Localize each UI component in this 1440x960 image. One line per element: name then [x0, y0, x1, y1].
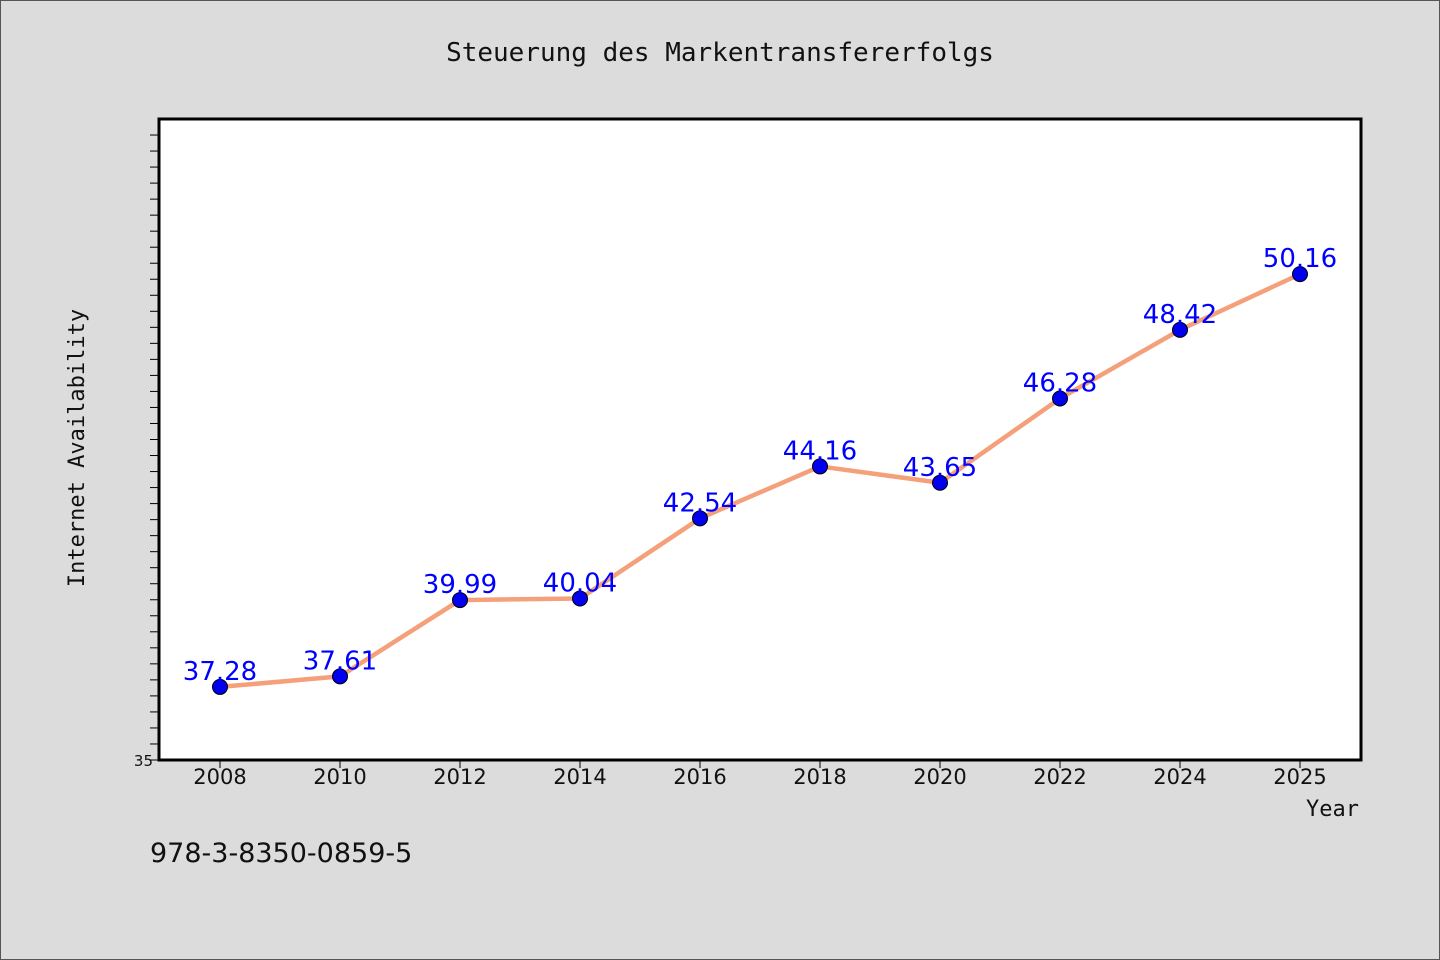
data-label: 48.42 — [1143, 300, 1217, 330]
data-point — [932, 474, 948, 491]
x-tick-label: 2010 — [313, 765, 366, 789]
data-point — [212, 678, 228, 695]
x-axis-ticks: 2008 2010 2012 2014 2016 2018 2020 2022 2024 2025 — [193, 760, 1327, 789]
chart-title: Steuerung des Markentransfererfolgs — [446, 38, 994, 68]
data-point — [812, 458, 828, 475]
x-tick-label: 2012 — [433, 765, 486, 789]
data-label: 37.61 — [303, 646, 377, 676]
data-point — [452, 592, 468, 609]
data-label: 43.65 — [903, 453, 977, 483]
plot-area — [157, 117, 1363, 762]
data-point — [332, 668, 348, 685]
x-tick-label: 2020 — [913, 765, 966, 789]
data-label: 39.99 — [423, 570, 497, 600]
series-line — [217, 271, 1303, 690]
data-point — [1172, 321, 1188, 338]
data-label: 44.16 — [783, 436, 857, 466]
data-point — [1052, 390, 1068, 407]
data-point — [1292, 266, 1308, 283]
x-tick-label: 2014 — [553, 765, 606, 789]
x-tick-label: 2022 — [1033, 765, 1086, 789]
data-label: 37.28 — [183, 657, 257, 687]
x-tick-label: 2018 — [793, 765, 846, 789]
data-point — [572, 590, 588, 607]
y-tick-label: 35 — [134, 752, 153, 770]
data-label: 40.04 — [543, 568, 617, 598]
x-tick-label: 2025 — [1273, 765, 1326, 789]
x-tick-label: 2008 — [193, 765, 246, 789]
y-axis-label: Internet Availability — [65, 309, 90, 587]
series-line-group — [217, 271, 1303, 690]
data-label: 42.54 — [663, 488, 737, 518]
data-labels-group: 37.28 37.61 39.99 40.04 42.54 44.16 43.65 46.28… — [183, 244, 1337, 687]
markers-group — [212, 266, 1308, 695]
x-tick-label: 2024 — [1153, 765, 1206, 789]
data-point — [692, 510, 708, 527]
x-tick-label: 2016 — [673, 765, 726, 789]
data-label: 46.28 — [1023, 368, 1097, 398]
data-label: 50.16 — [1263, 244, 1337, 274]
x-axis-label: Year — [1306, 797, 1359, 822]
footer-isbn: 978-3-8350-0859-5 — [150, 838, 412, 869]
y-axis-ticks: 35 — [134, 134, 159, 770]
